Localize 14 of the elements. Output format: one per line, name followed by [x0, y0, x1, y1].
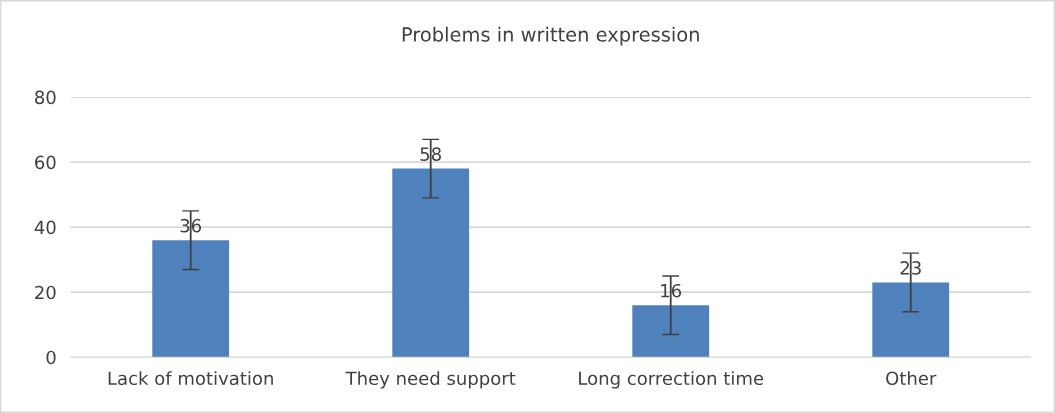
bar	[152, 240, 230, 358]
x-tick-label: Long correction time	[579, 371, 764, 389]
bar	[872, 282, 950, 358]
y-tick-label: 60	[35, 155, 56, 170]
bar	[392, 168, 470, 358]
x-tick-label: Lack of motivation	[108, 371, 273, 386]
y-tick-label: 80	[35, 90, 56, 105]
x-tick-label: They need support	[345, 371, 516, 389]
bar	[632, 305, 710, 358]
y-tick-label: 20	[35, 285, 56, 300]
y-tick-label: 40	[34, 220, 56, 235]
y-tick-label: 0	[46, 350, 56, 365]
x-tick-label: Other	[886, 371, 937, 386]
chart-title: Problems in written expression	[402, 26, 699, 46]
